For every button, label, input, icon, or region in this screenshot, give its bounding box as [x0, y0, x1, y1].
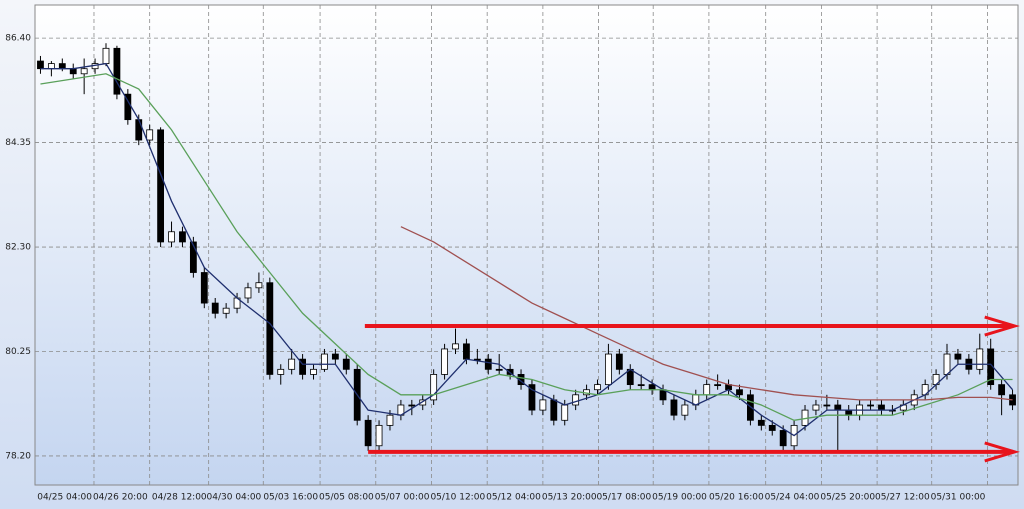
moving-average-line: [40, 62, 1014, 437]
x-tick-label: 05/05 08:00: [319, 493, 374, 503]
candle-body: [408, 404, 416, 407]
candle-body: [954, 353, 962, 360]
candle-body: [779, 430, 787, 447]
candle-body: [681, 404, 689, 416]
candle-body: [157, 129, 165, 243]
y-tick-label: 78.20: [5, 451, 31, 461]
candle-body: [463, 343, 470, 360]
plot-area: [34, 4, 1019, 486]
arrow-head: [984, 441, 1020, 463]
candle-body: [277, 368, 285, 375]
candle-body: [484, 358, 492, 370]
candle-body: [867, 404, 874, 407]
arrow-head: [984, 315, 1020, 337]
candle-body: [834, 404, 842, 411]
candle-body: [146, 129, 154, 141]
candle-body: [550, 399, 558, 421]
candle-body: [441, 348, 448, 375]
candle-body: [321, 353, 328, 370]
candle-body: [998, 384, 1006, 396]
candle-body: [736, 389, 743, 396]
candle-body: [69, 68, 77, 75]
candle-body: [299, 358, 306, 375]
candle-body: [637, 384, 645, 387]
y-tick-label: 82.30: [5, 243, 31, 253]
moving-average-line: [400, 226, 1013, 401]
candle-body: [605, 353, 612, 386]
candle-body: [539, 399, 547, 411]
x-tick-label: 05/27 12:00: [875, 493, 930, 503]
candle-body: [943, 353, 951, 375]
candle-body: [615, 353, 623, 370]
candle-body: [58, 63, 66, 70]
x-tick-label: 05/12 04:00: [486, 493, 541, 503]
x-tick-label: 05/25 20:00: [820, 493, 875, 503]
candle-body: [200, 272, 208, 304]
candle-body: [222, 307, 230, 314]
x-tick-label: 05/03 16:00: [263, 493, 318, 503]
candle-body: [168, 231, 175, 243]
x-tick-label: 04/26 20:00: [93, 493, 148, 503]
candle-body: [179, 231, 186, 243]
candle-body: [747, 394, 754, 421]
x-tick-label: 05/20 16:00: [709, 493, 764, 503]
candle-body: [386, 414, 394, 426]
x-tick-label: 04/25 04:00: [37, 493, 92, 503]
candle-body: [113, 47, 121, 95]
x-tick-label: 05/07 00:00: [375, 493, 430, 503]
candle-body: [37, 60, 44, 70]
x-tick-label: 05/10 12:00: [430, 493, 485, 503]
candle-body: [452, 343, 459, 350]
candle-body: [189, 241, 197, 273]
candle-body: [594, 384, 601, 391]
y-tick-label: 84.35: [5, 138, 31, 148]
candle-body: [310, 368, 317, 375]
candle-body: [375, 424, 383, 447]
candle-body: [714, 384, 722, 387]
x-tick-label: 05/17 08:00: [596, 493, 651, 503]
y-tick-label: 80.25: [5, 347, 31, 357]
x-tick-label: 04/30 04:00: [207, 493, 262, 503]
candle-body: [976, 348, 984, 370]
candle-body: [823, 404, 831, 407]
x-tick-label: 04/28 12:00: [152, 493, 207, 503]
candle-body: [80, 68, 88, 75]
x-tick-label: 05/24 04:00: [765, 493, 820, 503]
candle-body: [244, 287, 252, 299]
candle-body: [266, 282, 274, 375]
y-tick-label: 86.40: [5, 34, 31, 44]
candle-body: [561, 404, 569, 421]
candle-body: [135, 119, 143, 141]
candle-body: [670, 399, 678, 416]
candle-body: [430, 374, 438, 401]
candle-body: [364, 419, 372, 447]
candle-body: [342, 358, 350, 370]
candle-body: [506, 368, 514, 375]
candle-body: [47, 63, 55, 70]
moving-average-line: [40, 73, 1013, 421]
candle-body: [473, 358, 481, 361]
candle-body: [211, 302, 219, 314]
candle-body: [648, 384, 656, 391]
candle-body: [845, 409, 853, 416]
candle-body: [255, 282, 263, 289]
candle-body: [572, 394, 580, 406]
candle-body: [812, 404, 820, 411]
candle-body: [757, 419, 765, 426]
x-tick-label: 05/13 20:00: [542, 493, 597, 503]
x-tick-label: 05/31 00:00: [931, 493, 986, 503]
candle-body: [288, 358, 296, 370]
x-tick-label: 05/19 00:00: [652, 493, 707, 503]
candle-body: [768, 424, 776, 431]
candle-body: [703, 384, 711, 396]
candle-body: [528, 384, 536, 411]
candle-body: [495, 368, 503, 371]
candle-body: [419, 399, 427, 406]
candle-body: [102, 47, 110, 64]
candle-body: [878, 404, 885, 411]
candle-body: [331, 353, 339, 360]
